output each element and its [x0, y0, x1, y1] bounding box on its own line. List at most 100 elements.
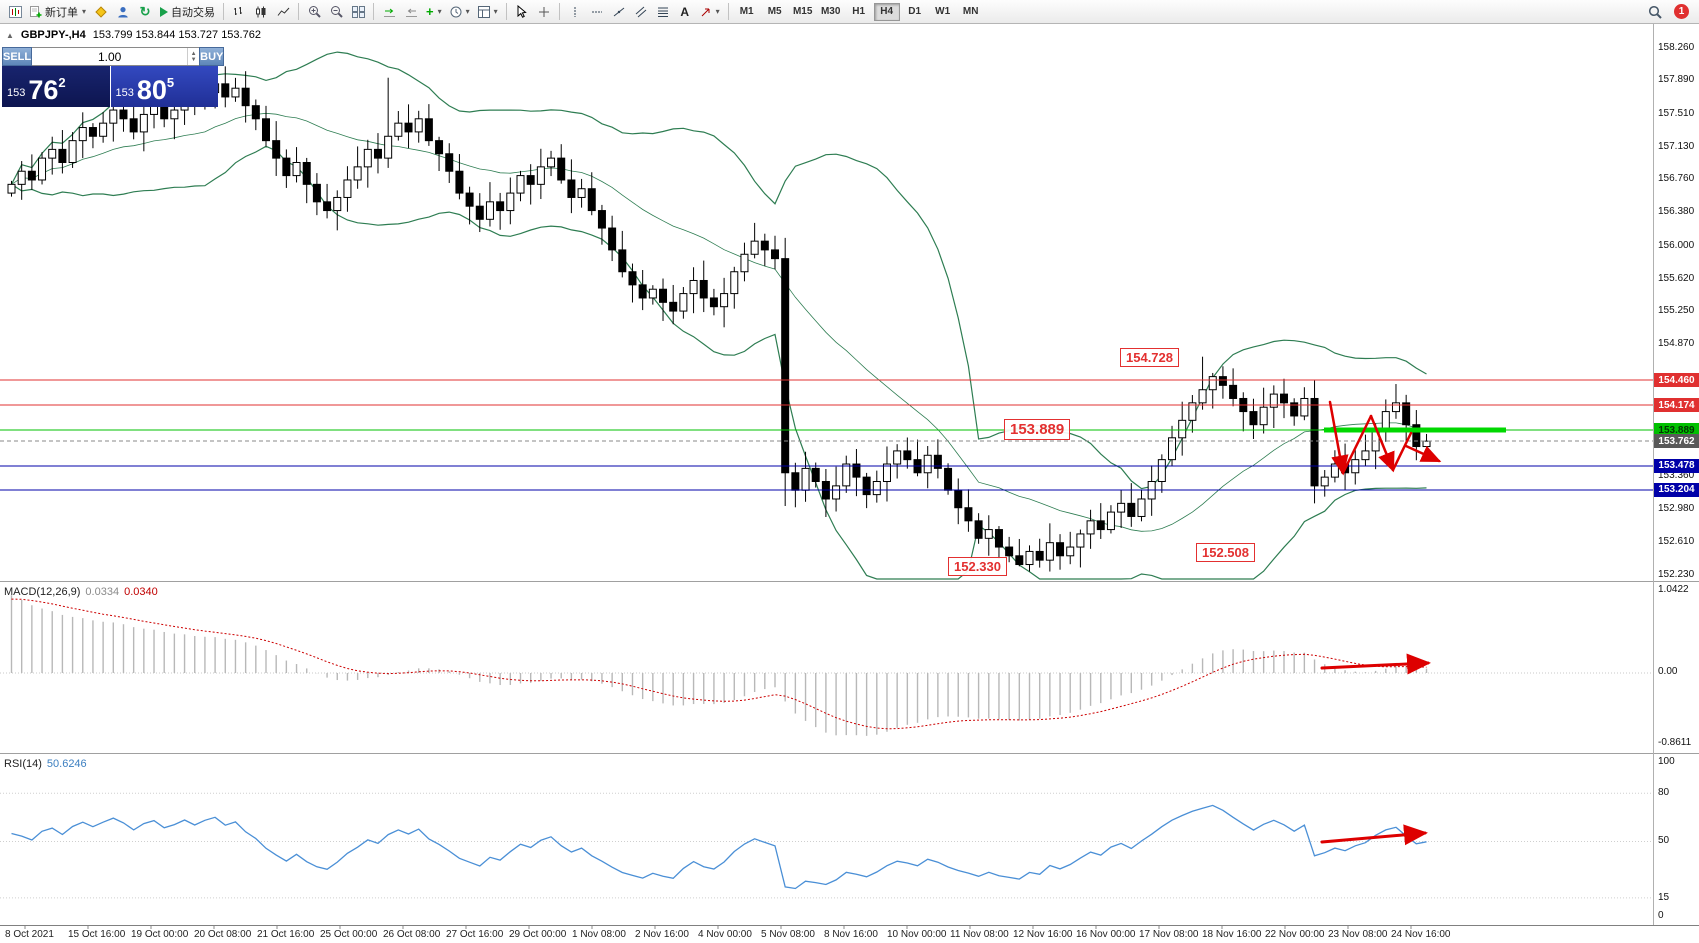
horizontal-line-tool[interactable] [586, 2, 608, 22]
clock-icon [450, 6, 462, 17]
fibonacci-tool[interactable] [652, 2, 674, 22]
price-annotation[interactable]: 152.330 [948, 557, 1007, 576]
vline-icon [574, 6, 576, 17]
timeframe-m5[interactable]: M5 [767, 6, 782, 17]
timeframe-group: M1 M5 M15 M30 H1 H4 D1 W1 MN [733, 2, 985, 21]
time-axis-border [0, 925, 1699, 926]
time-label: 11 Nov 08:00 [950, 929, 1009, 940]
volume-input[interactable] [32, 49, 188, 64]
rsi-scale-100: 100 [1658, 756, 1675, 767]
periods-button[interactable]: ▾ [446, 2, 474, 22]
toolbar-right: 1 [1644, 2, 1689, 22]
plus-icon: + [426, 4, 434, 19]
new-order-button[interactable]: 新订单 ▾ [26, 2, 90, 22]
buy-button[interactable]: BUY [199, 47, 225, 66]
chevron-down-icon: ▾ [465, 7, 470, 16]
rsi-scale-80: 80 [1658, 787, 1670, 798]
price-annotation[interactable]: 152.508 [1196, 543, 1255, 562]
price-annotation[interactable]: 153.889 [1004, 419, 1071, 440]
macd-value: 0.0334 [85, 586, 120, 598]
timeframe-h4[interactable]: H4 [873, 2, 900, 21]
shortcut-icon[interactable] [90, 2, 112, 22]
search-icon[interactable] [1644, 2, 1666, 22]
price-tick: 152.230 [1658, 569, 1695, 581]
time-label: 24 Nov 16:00 [1391, 929, 1451, 940]
sell-button[interactable]: SELL [2, 47, 33, 66]
price-tick: 153.360 [1658, 470, 1695, 482]
indicators-button[interactable]: + ▾ [422, 2, 446, 22]
new-order-label: 新订单 [45, 6, 78, 19]
price-tick: 155.250 [1658, 305, 1695, 317]
sell-price-main: 76 [28, 75, 59, 106]
time-label: 8 Nov 16:00 [824, 929, 878, 940]
zoom-in-icon[interactable] [303, 2, 325, 22]
price-level-tag-153.889: 153.889 [1654, 423, 1699, 438]
zoom-out-icon[interactable] [325, 2, 347, 22]
time-label: 2 Nov 16:00 [635, 929, 689, 940]
auto-scroll-icon[interactable] [378, 2, 400, 22]
time-label: 20 Oct 08:00 [194, 929, 252, 940]
time-label: 19 Oct 00:00 [131, 929, 189, 940]
line-chart-type-icon[interactable] [272, 2, 294, 22]
notification-badge[interactable]: 1 [1674, 4, 1689, 19]
crosshair-icon [538, 6, 549, 17]
time-label: 25 Oct 00:00 [320, 929, 378, 940]
toolbar: 新订单 ▾ ↻ 自动交易 + ▾ ▾ ▾ A ▾ [0, 0, 1699, 24]
refresh-icon[interactable]: ↻ [139, 4, 151, 19]
timeframe-w1[interactable]: W1 [935, 6, 951, 17]
timeframe-mn[interactable]: MN [962, 6, 979, 17]
volume-stepper[interactable]: ▲ ▼ [187, 48, 199, 65]
rsi-value: 50.6246 [46, 758, 87, 770]
price-tick: 152.610 [1658, 535, 1695, 547]
chart-header: ▲ GBPJPY-,H4 153.799 153.844 153.727 153… [6, 29, 261, 41]
price-annotation[interactable]: 154.728 [1120, 348, 1179, 367]
macd-name: MACD(12,26,9) [4, 586, 81, 598]
timeframe-d1[interactable]: D1 [908, 6, 922, 17]
chart-shift-icon[interactable] [400, 2, 422, 22]
price-axis-border [1653, 24, 1654, 925]
auto-trading-button[interactable]: 自动交易 [156, 2, 219, 22]
arrows-tool[interactable]: ▾ [696, 2, 724, 22]
vertical-line-tool[interactable] [564, 2, 586, 22]
macd-label: MACD(12,26,9) 0.0334 0.0340 [4, 586, 158, 598]
buy-price-prefix: 153 [115, 87, 134, 99]
trendline-tool[interactable] [608, 2, 630, 22]
channel-tool[interactable] [630, 2, 652, 22]
time-label: 21 Oct 16:00 [257, 929, 315, 940]
trendline-icon [613, 7, 624, 16]
buy-price-main: 80 [136, 75, 167, 106]
buy-price-button[interactable]: 153 80 5 [109, 66, 218, 107]
toolbar-separator [298, 3, 300, 20]
timeframe-h1[interactable]: H1 [852, 6, 866, 17]
time-label: 12 Nov 16:00 [1013, 929, 1073, 940]
auto-trading-label: 自动交易 [171, 6, 216, 19]
panel-splitter[interactable] [0, 581, 1699, 582]
panel-splitter[interactable] [0, 753, 1699, 754]
tile-windows-icon[interactable] [347, 2, 369, 22]
arrow-icon [701, 8, 710, 16]
chart-ohlc-values: 153.799 153.844 153.727 153.762 [92, 29, 261, 41]
cursor-tool[interactable] [511, 2, 533, 22]
stepper-down-icon: ▼ [190, 56, 197, 63]
candlestick-chart-type-icon[interactable] [250, 2, 272, 22]
accounts-icon[interactable] [112, 2, 134, 22]
crosshair-tool[interactable] [533, 2, 555, 22]
macd-scale-max: 1.0422 [1658, 584, 1689, 595]
sell-price-button[interactable]: 153 76 2 [2, 66, 110, 107]
timeframe-m15[interactable]: M15 [792, 6, 813, 17]
timeframe-m1[interactable]: M1 [739, 6, 754, 17]
macd-signal-value: 0.0340 [124, 586, 158, 598]
time-label: 26 Oct 08:00 [383, 929, 441, 940]
bar-chart-type-icon[interactable] [228, 2, 250, 22]
templates-button[interactable]: ▾ [474, 2, 502, 22]
text-tool[interactable]: A [674, 2, 696, 22]
toolbar-separator [727, 3, 729, 20]
chart-window-icon[interactable] [4, 2, 26, 22]
timeframe-m30[interactable]: M30 [820, 6, 841, 17]
macd-scale-min: -0.8611 [1658, 737, 1692, 748]
one-click-trading-panel: SELL ▲▼ BUY 153 76 2 153 80 5 [2, 47, 225, 107]
one-click-collapse-icon[interactable]: ▲ [6, 30, 14, 40]
time-label: 18 Nov 16:00 [1202, 929, 1262, 940]
